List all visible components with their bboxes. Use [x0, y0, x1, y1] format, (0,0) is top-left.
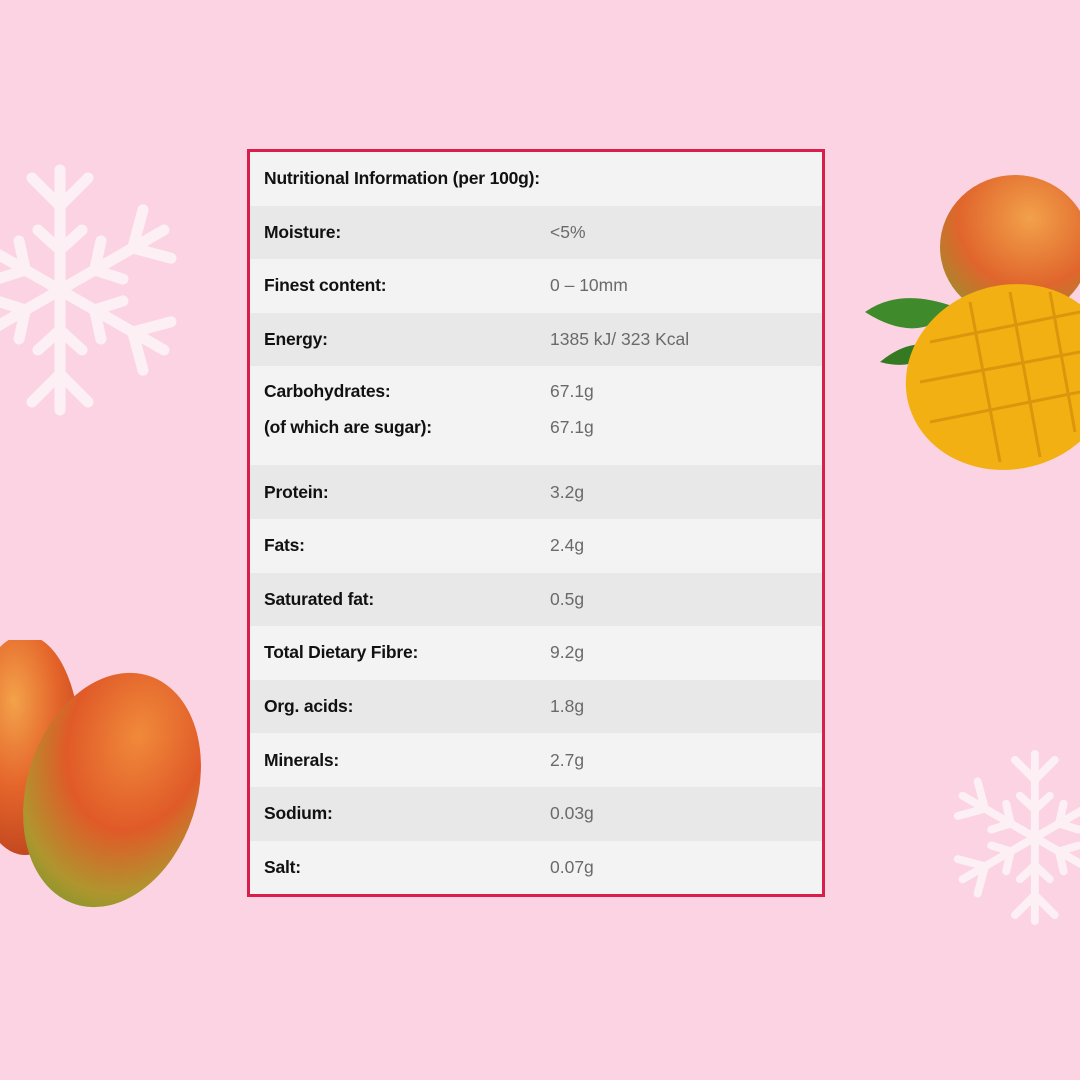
nutrient-label: Finest content:	[264, 275, 387, 296]
table-row: Salt: 0.07g	[250, 841, 822, 895]
table-title: Nutritional Information (per 100g):	[264, 168, 540, 189]
nutrient-subvalue: 67.1g	[550, 417, 594, 438]
snowflake-icon	[945, 750, 1080, 925]
table-row: Moisture: <5%	[250, 205, 822, 260]
nutrition-table: Nutritional Information (per 100g): Mois…	[247, 149, 825, 898]
nutrient-label: Sodium:	[264, 803, 333, 824]
nutrient-label: Salt:	[264, 856, 301, 877]
table-row: Energy: 1385 kJ/ 323 Kcal	[250, 312, 822, 367]
nutrient-value: 9.2g	[550, 642, 585, 663]
table-row: Total Dietary Fibre: 9.2g	[250, 626, 822, 680]
nutrient-value: 3.2g	[550, 481, 585, 502]
nutrient-label: Carbohydrates: (of which are sugar):	[264, 373, 432, 445]
nutrient-value-main: 67.1g	[550, 381, 594, 402]
table-header: Nutritional Information (per 100g):	[250, 152, 822, 206]
nutrient-sublabel: (of which are sugar):	[264, 417, 432, 438]
table-row: Org. acids: 1.8g	[250, 679, 822, 734]
nutrient-value: 2.4g	[550, 535, 585, 556]
mango-image	[0, 640, 201, 908]
table-row: Finest content: 0 – 10mm	[250, 259, 822, 313]
nutrient-label: Total Dietary Fibre:	[264, 642, 419, 663]
table-row: Sodium: 0.03g	[250, 786, 822, 841]
nutrient-value: 0.5g	[550, 588, 585, 609]
snowflake-icon	[0, 164, 180, 420]
nutrient-label: Org. acids:	[264, 696, 354, 717]
nutrient-label: Energy:	[264, 329, 328, 350]
nutrient-label: Protein:	[264, 481, 329, 502]
nutrient-value: 2.7g	[550, 749, 585, 770]
nutrient-value: 0 – 10mm	[550, 275, 628, 296]
table-row: Protein: 3.2g	[250, 465, 822, 519]
nutrient-value: 0.07g	[550, 856, 594, 877]
nutrient-label: Saturated fat:	[264, 588, 374, 609]
nutrient-value: 0.03g	[550, 803, 594, 824]
nutrient-label: Minerals:	[264, 749, 340, 770]
nutrient-value: 67.1g 67.1g	[550, 373, 594, 445]
nutrient-value: <5%	[550, 221, 586, 242]
table-body: Moisture: <5% Finest content: 0 – 10mm Ener…	[250, 205, 822, 895]
nutrient-label: Fats:	[264, 535, 305, 556]
table-row: Minerals: 2.7g	[250, 733, 822, 787]
nutrient-label: Moisture:	[264, 221, 341, 242]
mango-image	[865, 175, 1080, 470]
table-row: Fats: 2.4g	[250, 519, 822, 573]
table-row: Carbohydrates: (of which are sugar): 67.1g…	[250, 366, 822, 465]
table-row: Saturated fat: 0.5g	[250, 572, 822, 627]
nutrient-value: 1385 kJ/ 323 Kcal	[550, 329, 690, 350]
nutrient-value: 1.8g	[550, 696, 585, 717]
nutrient-label-main: Carbohydrates:	[264, 381, 391, 402]
